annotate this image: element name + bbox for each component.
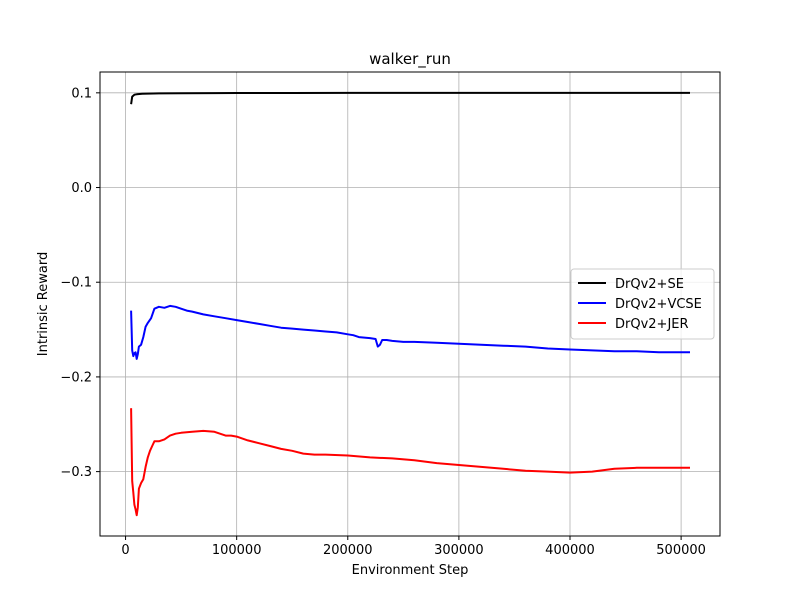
y-tick-label: −0.2: [60, 370, 92, 385]
y-tick-label: 0.1: [71, 86, 92, 101]
series-layer: [130, 91, 690, 517]
x-tick-label: 100000: [212, 543, 262, 558]
x-tick-label: 400000: [545, 543, 595, 558]
y-tick-label: −0.3: [60, 465, 92, 480]
y-tick-label: −0.1: [60, 276, 92, 291]
y-axis-label: Intrinsic Reward: [36, 252, 51, 356]
x-tick-label: 500000: [656, 543, 706, 558]
grid-layer: [100, 72, 720, 536]
series-line-drqv2-vcse: [130, 304, 690, 360]
legend-box: [570, 268, 715, 340]
legend-label-vcse: DrQv2+VCSE: [615, 297, 702, 312]
y-tick-label: 0.0: [71, 181, 92, 196]
plot-frame: [99, 71, 721, 537]
x-tick-label: 300000: [434, 543, 484, 558]
x-axis-label: Environment Step: [352, 563, 469, 578]
x-tick-label: 0: [121, 543, 129, 558]
tick-layer: 0 100000 200000 300000 400000 500000 0.1 0.0 −0.…: [60, 86, 706, 558]
series-line-drqv2-jer: [130, 408, 690, 517]
legend: DrQv2+SE DrQv2+VCSE DrQv2+JER: [570, 268, 715, 340]
x-tick-label: 200000: [323, 543, 373, 558]
legend-label-se: DrQv2+SE: [615, 277, 684, 292]
series-line-drqv2-se: [130, 91, 690, 105]
chart-title: walker_run: [369, 50, 451, 69]
legend-label-jer: DrQv2+JER: [615, 317, 689, 332]
